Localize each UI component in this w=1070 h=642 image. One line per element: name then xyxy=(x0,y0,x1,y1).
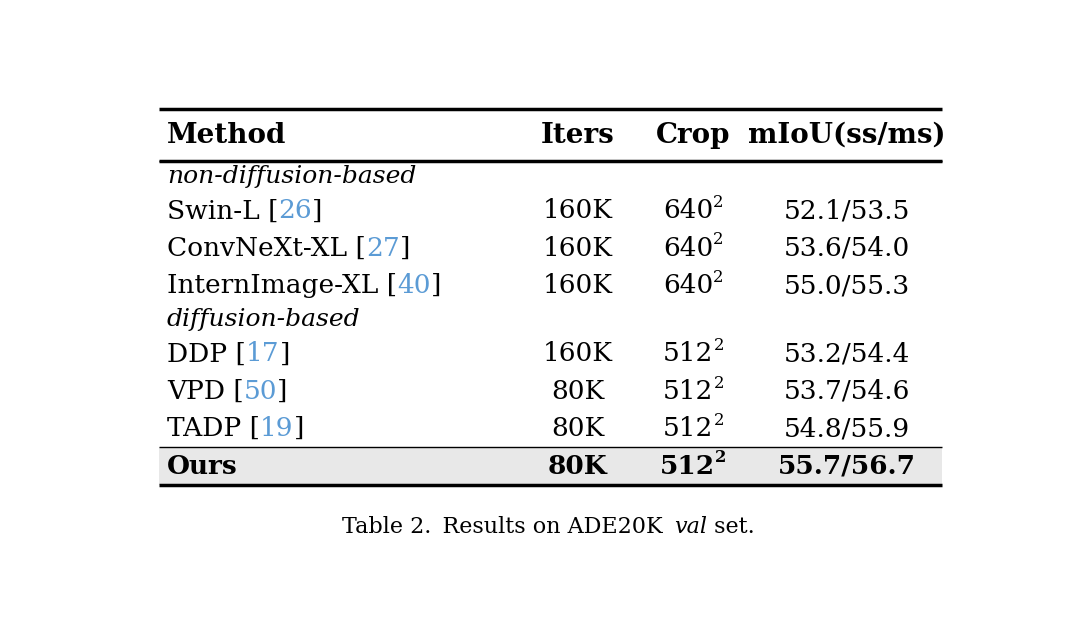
Text: 160K: 160K xyxy=(542,342,612,367)
Text: VPD [: VPD [ xyxy=(167,379,244,404)
Text: 640: 640 xyxy=(663,198,714,223)
Text: ConvNeXt-XL [: ConvNeXt-XL [ xyxy=(167,236,366,261)
Text: 17: 17 xyxy=(246,342,279,367)
Text: 2: 2 xyxy=(714,412,724,429)
Text: non-diffusion-based: non-diffusion-based xyxy=(167,165,416,188)
Text: ]: ] xyxy=(293,416,304,441)
Text: DDP [: DDP [ xyxy=(167,342,246,367)
Text: 53.2/54.4: 53.2/54.4 xyxy=(783,342,911,367)
Text: Iters: Iters xyxy=(540,121,614,149)
Text: 19: 19 xyxy=(260,416,293,441)
Text: 2: 2 xyxy=(714,269,724,286)
Text: 512: 512 xyxy=(663,416,714,441)
Text: ]: ] xyxy=(430,273,441,298)
Text: TADP [: TADP [ xyxy=(167,416,260,441)
Text: 55.7/56.7: 55.7/56.7 xyxy=(778,454,916,479)
Text: mIoU(ss/ms): mIoU(ss/ms) xyxy=(748,121,946,149)
Text: 53.6/54.0: 53.6/54.0 xyxy=(784,236,910,261)
Text: 53.7/54.6: 53.7/54.6 xyxy=(783,379,911,404)
Text: 80K: 80K xyxy=(551,379,605,404)
Text: 80K: 80K xyxy=(551,416,605,441)
Text: 160K: 160K xyxy=(542,236,612,261)
Text: 50: 50 xyxy=(244,379,277,404)
Text: val: val xyxy=(674,516,707,538)
Text: 54.8/55.9: 54.8/55.9 xyxy=(784,416,910,441)
Text: diffusion-based: diffusion-based xyxy=(167,308,361,331)
Text: InternImage-XL [: InternImage-XL [ xyxy=(167,273,397,298)
Text: 2: 2 xyxy=(714,194,724,211)
Text: ]: ] xyxy=(399,236,410,261)
Text: 40: 40 xyxy=(397,273,430,298)
Text: Swin-L [: Swin-L [ xyxy=(167,198,278,223)
Text: 640: 640 xyxy=(663,273,714,298)
Text: Ours: Ours xyxy=(167,454,238,479)
Bar xyxy=(158,447,943,485)
Text: 512: 512 xyxy=(663,379,714,404)
Text: Crop: Crop xyxy=(656,121,731,149)
Text: 640: 640 xyxy=(663,236,714,261)
Text: 2: 2 xyxy=(714,337,724,354)
Text: 2: 2 xyxy=(714,232,724,248)
Text: 160K: 160K xyxy=(542,198,612,223)
Text: 512: 512 xyxy=(660,454,716,479)
Text: 512: 512 xyxy=(663,342,714,367)
Text: 80K: 80K xyxy=(548,454,608,479)
Text: 26: 26 xyxy=(278,198,312,223)
Text: ]: ] xyxy=(277,379,288,404)
Text: 27: 27 xyxy=(366,236,399,261)
Text: 2: 2 xyxy=(716,449,727,467)
Text: ]: ] xyxy=(312,198,322,223)
Text: set.: set. xyxy=(707,516,754,538)
Text: 160K: 160K xyxy=(542,273,612,298)
Text: 52.1/53.5: 52.1/53.5 xyxy=(783,198,911,223)
Text: 2: 2 xyxy=(714,375,724,392)
Text: ]: ] xyxy=(279,342,290,367)
Text: 55.0/55.3: 55.0/55.3 xyxy=(784,273,910,298)
Text: Method: Method xyxy=(167,121,287,149)
Text: Table 2. Results on ADE20K: Table 2. Results on ADE20K xyxy=(342,516,674,538)
